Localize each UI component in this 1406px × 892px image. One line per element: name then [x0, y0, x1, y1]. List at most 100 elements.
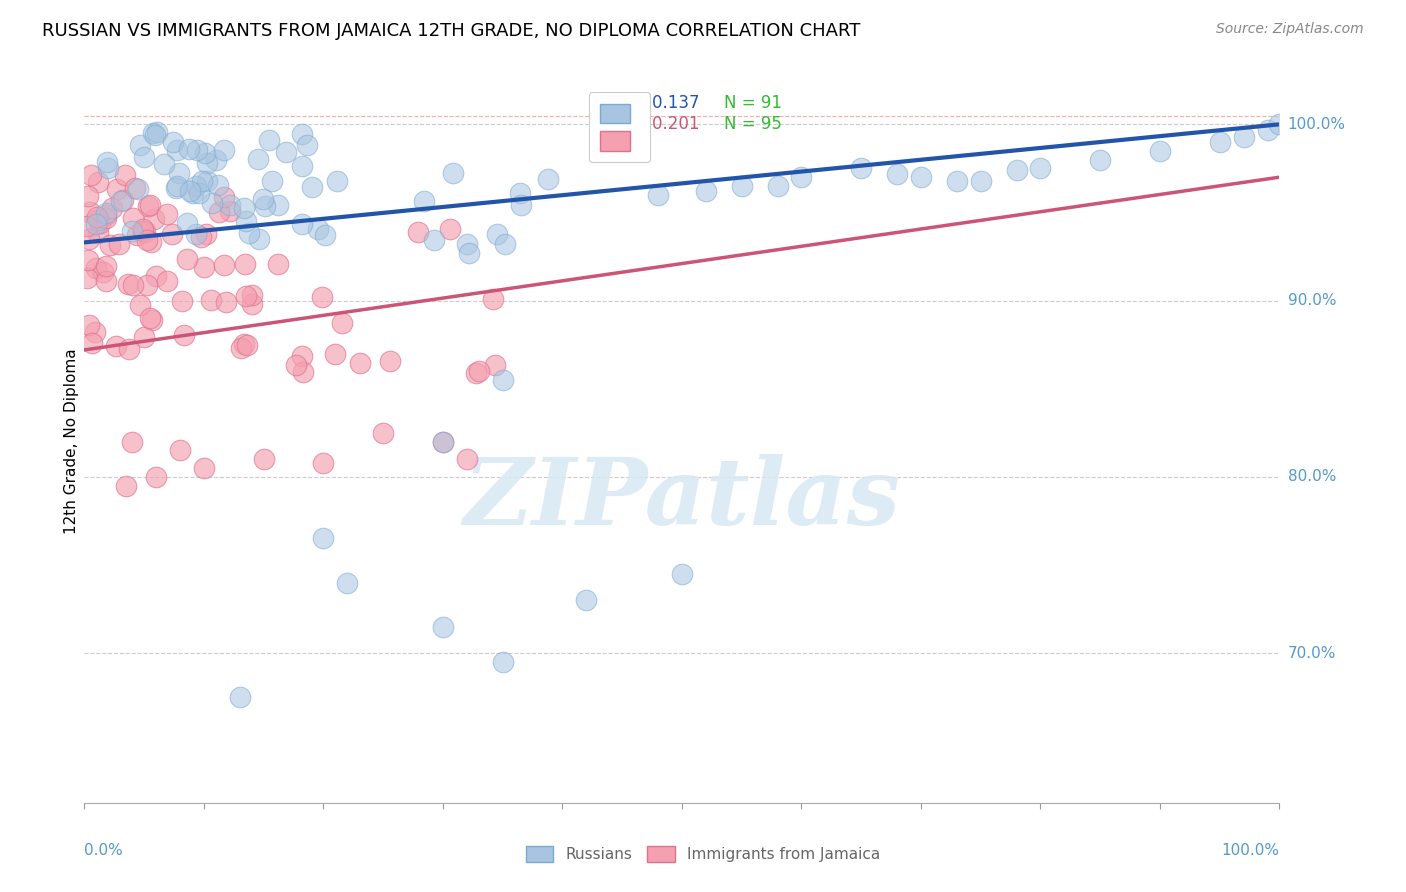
Point [105, 339, 128, 353]
Point [94, 259, 117, 273]
Point [84, 217, 107, 231]
Point [166, 179, 188, 194]
Point [129, 298, 152, 312]
Point [195, 156, 218, 170]
Point [671, 566, 693, 581]
Point [254, 198, 277, 212]
Point [107, 237, 129, 252]
Point [129, 137, 152, 152]
Point [312, 532, 335, 546]
Point [1257, 122, 1279, 136]
Point [121, 434, 143, 449]
Point [492, 655, 515, 669]
Point [297, 138, 319, 153]
Point [235, 289, 257, 303]
Point [695, 184, 717, 198]
Point [166, 144, 188, 158]
Point [205, 153, 228, 168]
Point [80, 335, 103, 350]
Point [291, 217, 314, 231]
Point [184, 227, 207, 242]
Text: R = 0.137: R = 0.137 [616, 94, 700, 112]
Point [143, 128, 166, 142]
Point [457, 246, 479, 260]
Point [165, 180, 187, 194]
Point [77, 189, 100, 203]
Point [301, 180, 323, 194]
Point [96, 154, 118, 169]
Point [1090, 153, 1112, 167]
Point [76, 219, 98, 233]
Point [232, 337, 254, 351]
Point [647, 187, 669, 202]
Point [167, 166, 190, 180]
Point [486, 227, 509, 242]
Point [207, 204, 229, 219]
Point [232, 201, 254, 215]
Point [423, 233, 446, 247]
Point [311, 290, 333, 304]
Point [156, 207, 179, 221]
Point [184, 179, 207, 194]
Point [1233, 129, 1256, 144]
Point [181, 186, 204, 200]
Point [115, 478, 138, 492]
Point [219, 197, 242, 211]
Text: ZIPatlas: ZIPatlas [464, 454, 900, 544]
Point [179, 185, 201, 199]
Point [110, 194, 132, 208]
Point [432, 434, 454, 449]
Point [190, 174, 212, 188]
Point [201, 195, 224, 210]
Point [77, 318, 100, 333]
Point [252, 192, 274, 206]
Point [139, 198, 162, 212]
Point [1268, 117, 1291, 131]
Text: 70.0%: 70.0% [1288, 646, 1336, 660]
Point [292, 365, 315, 379]
Text: N = 91: N = 91 [724, 94, 782, 112]
Point [112, 194, 135, 208]
Text: Source: ZipAtlas.com: Source: ZipAtlas.com [1216, 22, 1364, 37]
Legend: , : , [589, 92, 651, 162]
Point [212, 143, 235, 157]
Text: 80.0%: 80.0% [1288, 469, 1336, 484]
Point [176, 215, 198, 229]
Point [441, 166, 464, 180]
Point [312, 456, 335, 470]
Point [1149, 144, 1171, 158]
Point [79, 205, 101, 219]
Point [124, 181, 146, 195]
Point [194, 227, 217, 241]
Point [218, 204, 240, 219]
Point [162, 135, 184, 149]
Point [190, 230, 212, 244]
Point [132, 149, 155, 163]
Point [139, 235, 162, 249]
Point [253, 452, 276, 467]
Point [177, 142, 200, 156]
Point [790, 170, 813, 185]
Point [176, 252, 198, 266]
Point [186, 144, 208, 158]
Point [766, 179, 789, 194]
Point [94, 273, 117, 287]
Point [134, 226, 156, 240]
Point [509, 186, 531, 200]
Point [93, 265, 115, 279]
Point [465, 366, 488, 380]
Text: 100.0%: 100.0% [1222, 843, 1279, 857]
Point [373, 425, 395, 440]
Point [114, 168, 136, 182]
Point [537, 172, 560, 186]
Point [323, 347, 346, 361]
Point [235, 213, 257, 227]
Point [117, 277, 139, 292]
Point [266, 197, 288, 211]
Point [141, 313, 163, 327]
Point [118, 342, 141, 356]
Point [432, 619, 454, 633]
Point [87, 227, 110, 241]
Point [267, 257, 290, 271]
Point [195, 174, 218, 188]
